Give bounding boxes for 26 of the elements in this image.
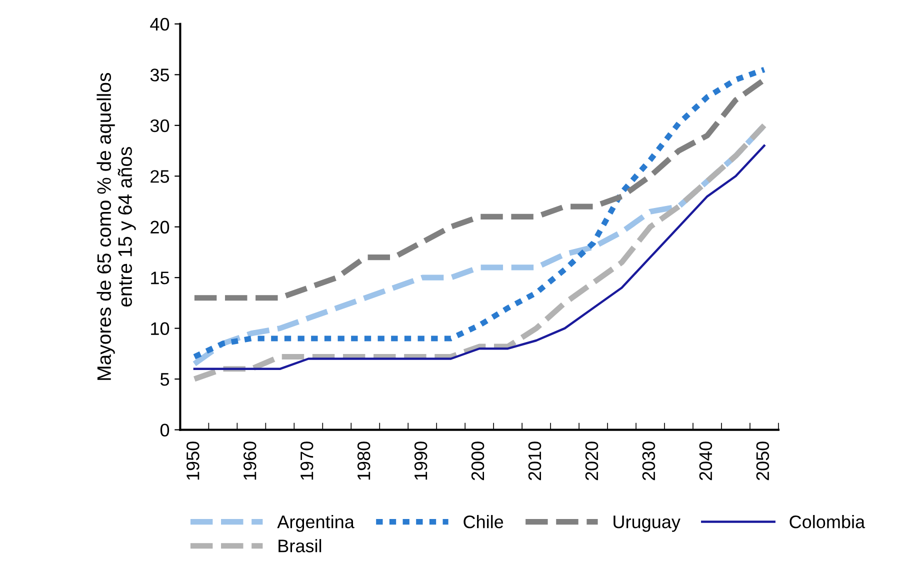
x-tick-label: 2040 [699,442,712,480]
y-tick-label: 20 [150,220,170,234]
x-tick-label: 2050 [756,442,770,480]
x-tick-label: 2000 [471,442,484,480]
y-tick-label: 30 [150,119,170,132]
legend-label: Chile [464,515,504,528]
legend-label: Brasil [278,539,322,552]
y-tick-label: 0 [160,424,170,436]
legend-label: Argentina [277,515,354,532]
y-tick-label: 25 [150,170,170,183]
x-tick-label: 1960 [243,442,256,480]
x-tick-label: 1980 [357,442,370,480]
x-tick-label: 2020 [585,442,598,480]
y-axis-title: Mayores de 65 como % de aquellos entre 15 y 64 años [96,72,136,380]
x-tick-label: 2030 [642,442,656,480]
legend-label: Colombia [790,515,866,528]
x-tick-label: 1950 [186,442,200,480]
x-tick-label: 1990 [414,442,428,480]
x-tick-label: 2010 [528,442,542,480]
y-tick-label: 10 [151,322,170,336]
y-tick-label: 35 [150,68,170,82]
y-tick-label: 40 [150,18,170,31]
y-tick-label: 15 [151,272,170,284]
legend-label: Uruguay [614,516,680,532]
x-tick-label: 1970 [300,442,314,480]
y-tick-label: 5 [160,373,170,386]
